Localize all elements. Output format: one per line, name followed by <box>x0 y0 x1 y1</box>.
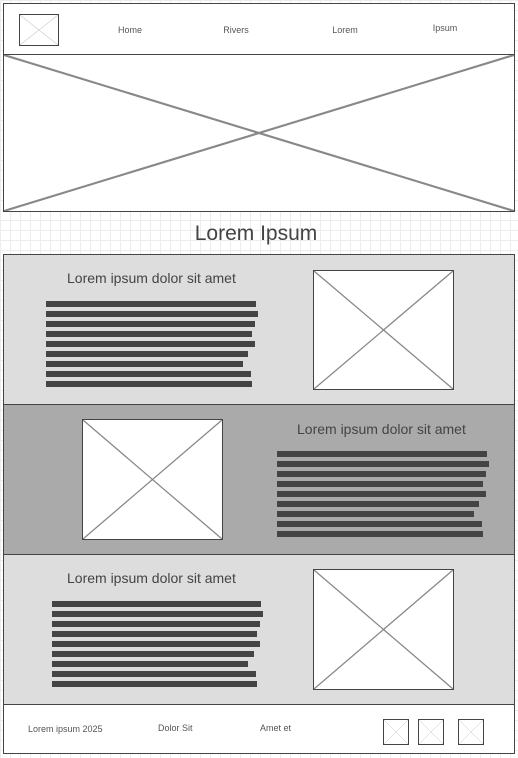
logo-image-icon[interactable] <box>19 14 59 46</box>
footer: Lorem ipsum 2025 Dolor Sit Amet et <box>3 704 515 754</box>
social-icon-1[interactable] <box>383 719 409 745</box>
section-image-icon <box>313 270 454 390</box>
text-block <box>52 601 267 691</box>
text-block <box>46 301 266 391</box>
section-title: Lorem ipsum dolor sit amet <box>67 570 236 586</box>
section-title: Lorem ipsum dolor sit amet <box>67 270 236 286</box>
nav-home[interactable]: Home <box>117 25 142 35</box>
content-section-1: Lorem ipsum dolor sit amet <box>3 254 515 405</box>
content-section-2: Lorem ipsum dolor sit amet <box>3 404 515 555</box>
section-image-icon <box>313 569 454 690</box>
nav-lorem[interactable]: Lorem <box>332 25 358 35</box>
header: Home Rivers Lorem Ipsum <box>3 3 515 55</box>
hero-image-icon <box>3 54 515 212</box>
nav-ipsum[interactable]: Ipsum <box>432 23 458 33</box>
footer-link-dolor-sit[interactable]: Dolor Sit <box>158 723 193 733</box>
text-block <box>277 451 492 541</box>
social-icon-3[interactable] <box>458 719 484 745</box>
nav-rivers[interactable]: Rivers <box>223 25 249 35</box>
social-icon-2[interactable] <box>418 719 444 745</box>
footer-link-amet-et[interactable]: Amet et <box>260 723 292 733</box>
section-title: Lorem ipsum dolor sit amet <box>297 421 466 437</box>
page-title: Lorem Ipsum <box>194 222 318 245</box>
footer-copyright: Lorem ipsum 2025 <box>28 724 103 734</box>
content-section-3: Lorem ipsum dolor sit amet <box>3 554 515 705</box>
section-image-icon <box>82 419 223 540</box>
